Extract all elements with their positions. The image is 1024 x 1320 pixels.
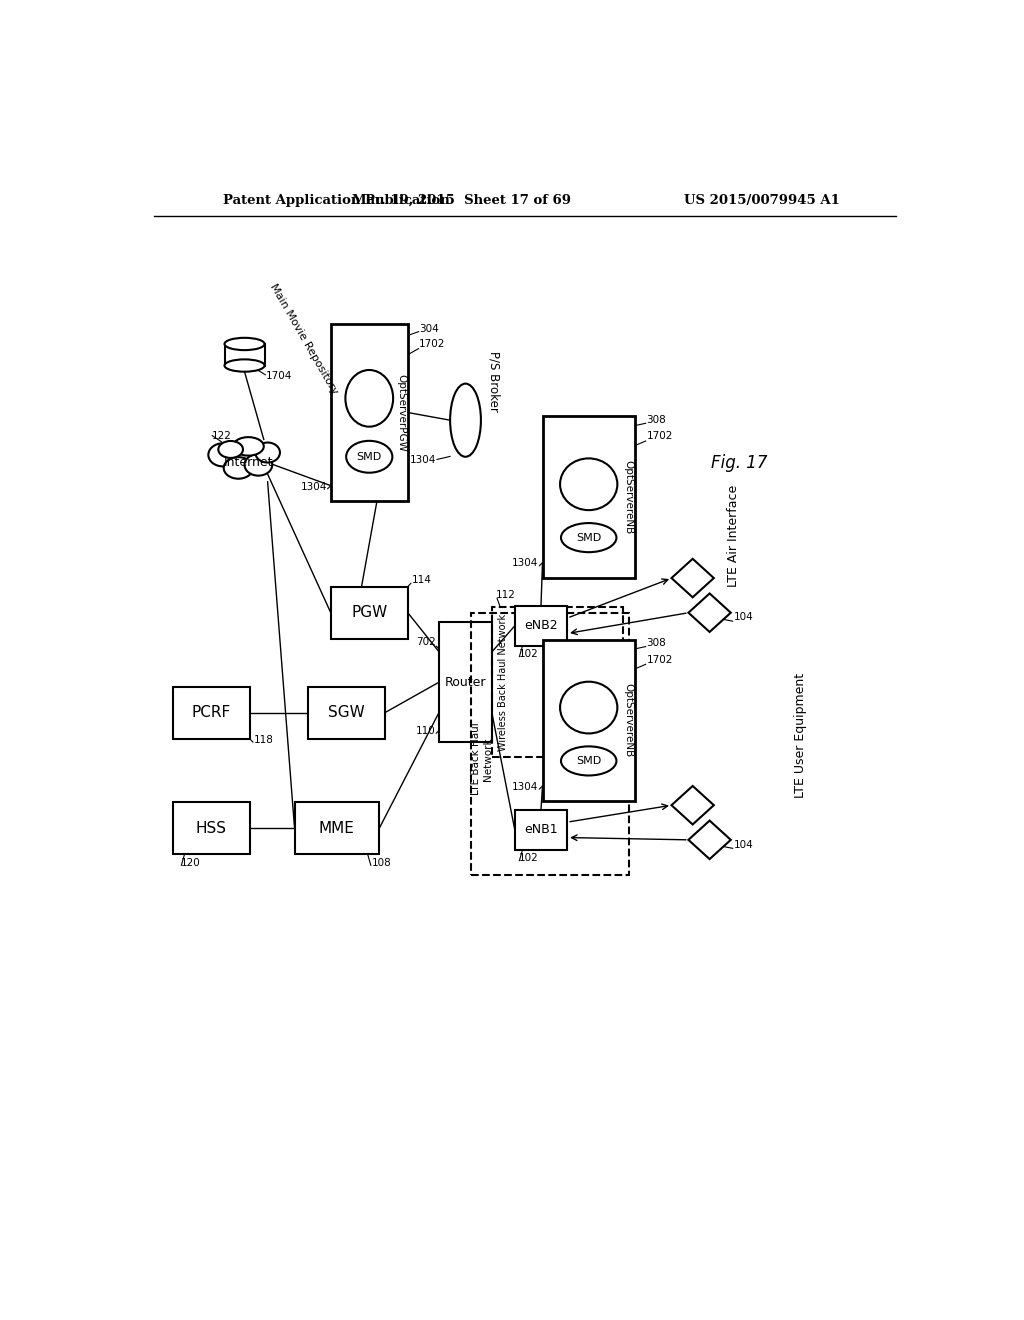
Text: 1304: 1304 <box>410 455 436 465</box>
Ellipse shape <box>561 746 616 775</box>
Bar <box>173 803 250 854</box>
Text: MME: MME <box>319 821 355 836</box>
Bar <box>307 686 385 739</box>
Text: 1702: 1702 <box>646 655 673 665</box>
Text: LTE User Equipment: LTE User Equipment <box>794 673 807 799</box>
Text: 1702: 1702 <box>419 339 445 348</box>
Polygon shape <box>672 558 714 598</box>
Bar <box>471 612 629 875</box>
Text: Wireless Back Haul Network: Wireless Back Haul Network <box>499 614 508 751</box>
Text: eNB2: eNB2 <box>524 619 558 632</box>
Text: 104: 104 <box>734 612 754 623</box>
Text: 1304: 1304 <box>512 558 539 569</box>
Text: 1304: 1304 <box>300 482 327 491</box>
Text: HSS: HSS <box>196 821 227 836</box>
Polygon shape <box>688 821 731 859</box>
Text: 122: 122 <box>212 430 232 441</box>
Text: 1704: 1704 <box>266 371 293 381</box>
Polygon shape <box>672 785 714 825</box>
Ellipse shape <box>208 444 238 466</box>
Ellipse shape <box>561 523 616 552</box>
Text: Internet: Internet <box>223 455 273 469</box>
Text: SMD: SMD <box>577 533 601 543</box>
Ellipse shape <box>245 454 272 475</box>
Text: SMD: SMD <box>356 451 382 462</box>
Text: Patent Application Publication: Patent Application Publication <box>223 194 450 207</box>
Text: 120: 120 <box>180 858 201 869</box>
Text: PCRF: PCRF <box>191 705 231 721</box>
Ellipse shape <box>233 437 264 455</box>
Text: 118: 118 <box>254 735 273 744</box>
Text: 308: 308 <box>646 638 667 648</box>
Text: Fig. 17: Fig. 17 <box>711 454 767 471</box>
Text: 108: 108 <box>372 858 391 869</box>
Text: LTE Air Interface: LTE Air Interface <box>727 484 740 587</box>
Text: 102: 102 <box>518 854 539 863</box>
Text: LTE Back Haul
Network: LTE Back Haul Network <box>471 722 493 796</box>
Ellipse shape <box>560 681 617 734</box>
Ellipse shape <box>224 338 264 350</box>
Text: 112: 112 <box>497 590 516 599</box>
Bar <box>439 622 492 742</box>
Bar <box>173 686 250 739</box>
Text: 102: 102 <box>518 649 539 660</box>
Text: Main Movie Repository: Main Movie Repository <box>267 282 339 396</box>
Text: 702: 702 <box>416 638 435 647</box>
Polygon shape <box>688 594 731 632</box>
Text: 1702: 1702 <box>646 432 673 441</box>
Text: OptServerPGW: OptServerPGW <box>396 374 407 451</box>
Ellipse shape <box>346 441 392 473</box>
Text: 114: 114 <box>412 574 431 585</box>
Text: SGW: SGW <box>328 705 365 721</box>
Bar <box>331 323 408 502</box>
Ellipse shape <box>345 370 393 426</box>
Text: P/S Broker: P/S Broker <box>487 351 500 412</box>
Bar <box>331 586 408 639</box>
Bar <box>543 416 635 578</box>
Text: OptServereNB: OptServereNB <box>624 684 634 758</box>
Ellipse shape <box>224 359 264 372</box>
Text: 308: 308 <box>646 414 667 425</box>
Text: 1304: 1304 <box>512 781 539 792</box>
Text: US 2015/0079945 A1: US 2015/0079945 A1 <box>684 194 840 207</box>
Ellipse shape <box>451 384 481 457</box>
Text: 104: 104 <box>734 840 754 850</box>
Text: 110: 110 <box>416 726 435 737</box>
Text: eNB1: eNB1 <box>524 824 558 837</box>
Text: Mar. 19, 2015  Sheet 17 of 69: Mar. 19, 2015 Sheet 17 of 69 <box>352 194 571 207</box>
Bar <box>515 606 567 645</box>
Bar <box>515 810 567 850</box>
Bar <box>543 640 635 801</box>
Ellipse shape <box>218 441 243 458</box>
Bar <box>224 345 264 366</box>
Ellipse shape <box>223 457 253 479</box>
Text: Router: Router <box>444 676 486 689</box>
Ellipse shape <box>255 442 280 462</box>
Text: 304: 304 <box>419 323 439 334</box>
Bar <box>493 607 624 758</box>
Text: PGW: PGW <box>351 605 387 620</box>
Text: SMD: SMD <box>577 756 601 766</box>
Text: OptServereNB: OptServereNB <box>624 461 634 535</box>
Bar <box>295 803 379 854</box>
Ellipse shape <box>560 458 617 510</box>
